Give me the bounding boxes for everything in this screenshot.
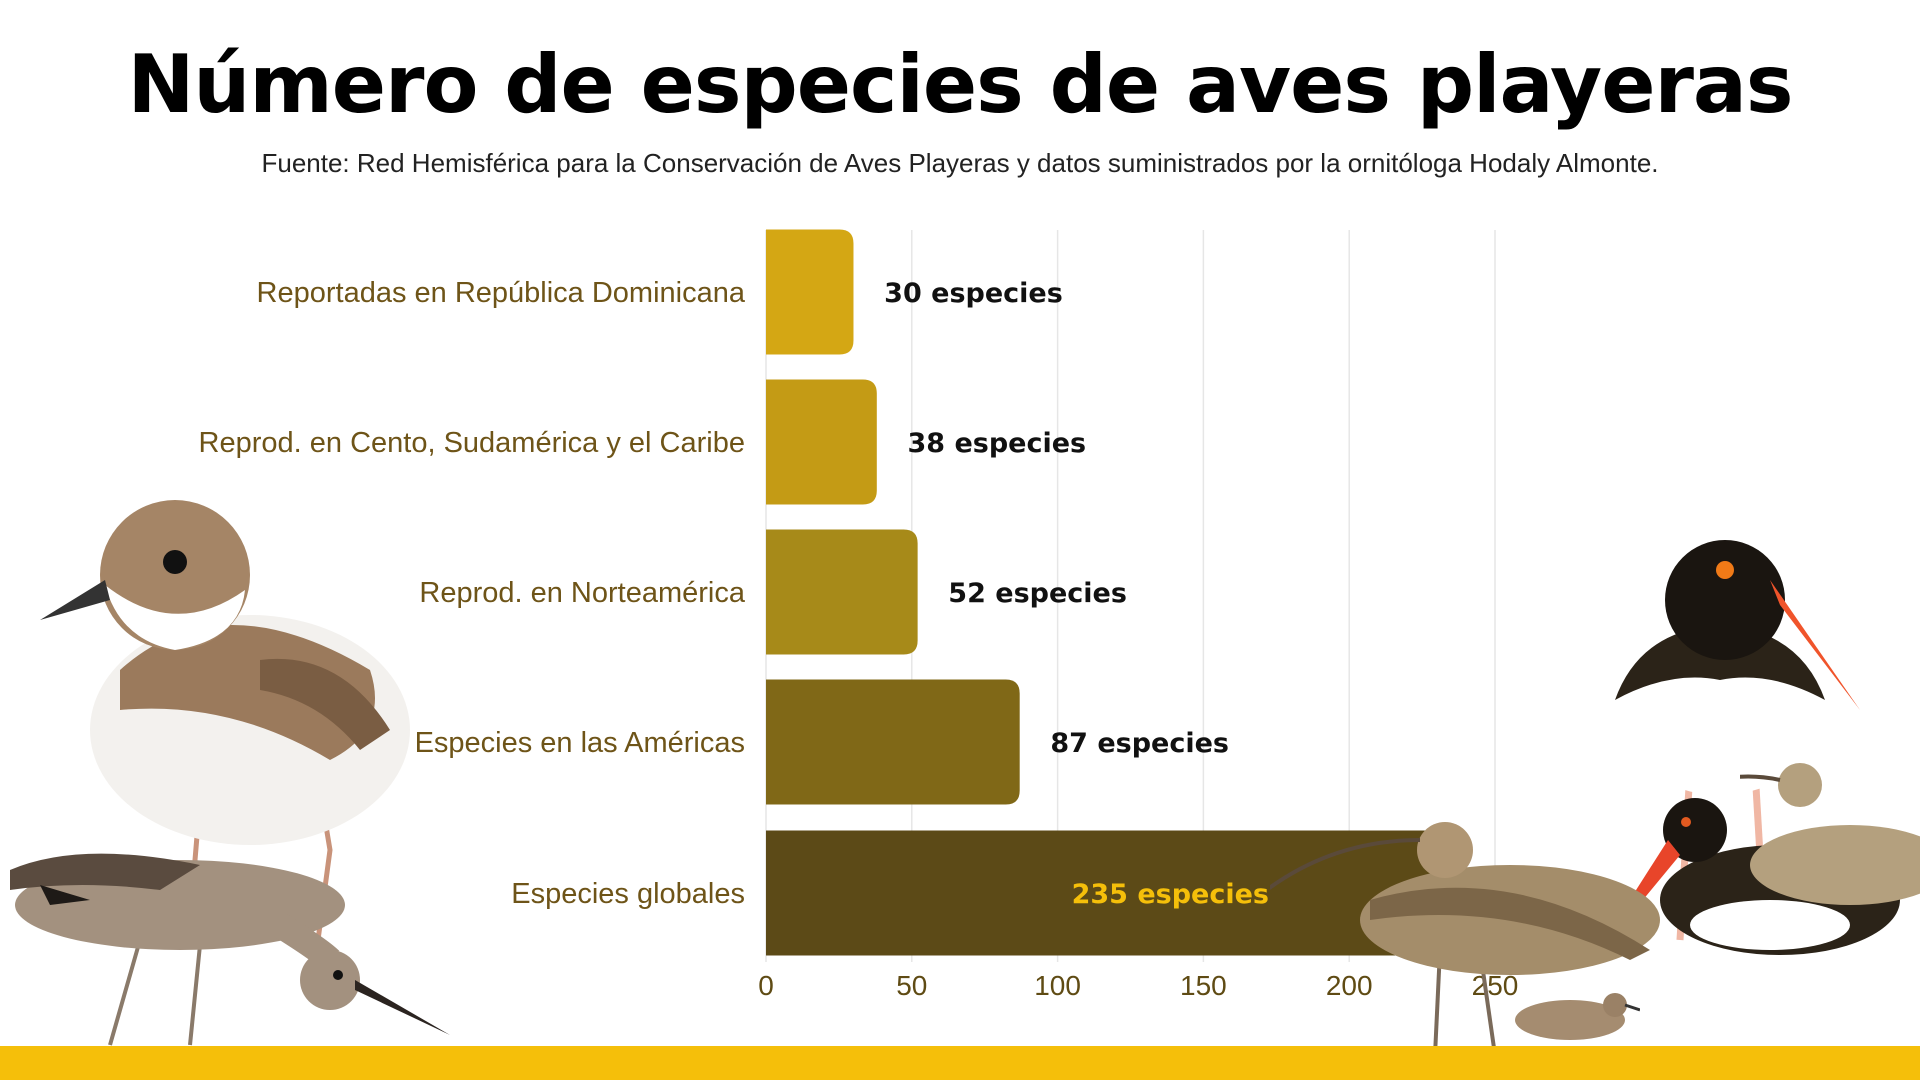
x-axis-ticks: 0 50 100 150 200 250 — [758, 970, 1518, 1001]
bar — [766, 679, 1020, 805]
x-tick-label: 200 — [1326, 970, 1373, 1001]
x-tick-label: 150 — [1180, 970, 1227, 1001]
category-label: Reprod. en Norteamérica — [419, 577, 745, 609]
chart-title: Número de especies de aves playeras — [127, 38, 1793, 131]
data-label: 52 especies — [948, 578, 1127, 609]
x-tick-label: 250 — [1472, 970, 1519, 1001]
category-label: Especies globales — [511, 878, 745, 910]
curlew-bird — [1270, 822, 1660, 1056]
x-tick-label: 100 — [1034, 970, 1081, 1001]
category-label: Especies en las Américas — [415, 727, 745, 759]
bar — [766, 229, 854, 355]
x-tick-label: 0 — [758, 970, 774, 1001]
data-label: 38 especies — [907, 428, 1086, 459]
plover-bird — [40, 500, 410, 941]
curlew-bird-right — [1740, 763, 1920, 905]
x-tick-label: 50 — [896, 970, 927, 1001]
data-label: 30 especies — [884, 278, 1063, 309]
bar — [766, 529, 918, 655]
bar — [766, 830, 1452, 956]
willet-bird — [10, 853, 450, 1046]
bottom-accent-bar — [0, 1046, 1920, 1080]
chart-subtitle: Fuente: Red Hemisférica para la Conserva… — [261, 148, 1659, 178]
data-labels: 30 especies 38 especies 52 especies 87 espe… — [884, 278, 1269, 910]
category-labels: Reportadas en República Dominicana Reprod… — [199, 277, 746, 910]
data-label: 235 especies — [1072, 879, 1269, 910]
category-label: Reportadas en República Dominicana — [257, 277, 746, 309]
data-label: 87 especies — [1050, 728, 1229, 759]
category-label: Reprod. en Cento, Sudamérica y el Caribe — [199, 427, 745, 459]
bar — [766, 379, 877, 505]
sandpiper-bird — [1515, 993, 1640, 1040]
bars — [766, 229, 1452, 956]
